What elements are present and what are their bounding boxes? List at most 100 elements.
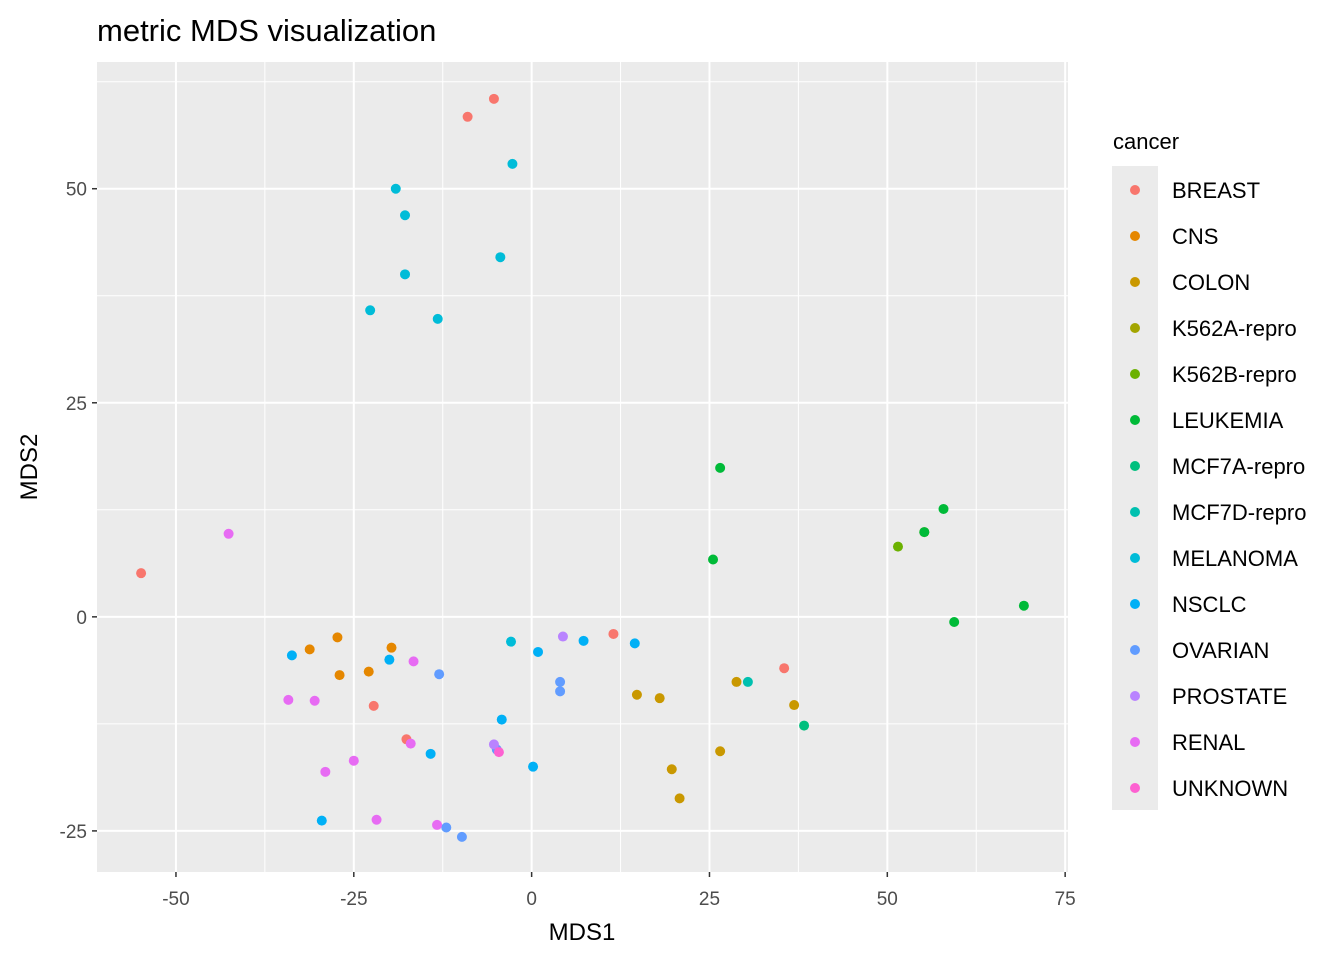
legend-label: K562A-repro — [1172, 316, 1297, 341]
point-prostate — [557, 631, 568, 642]
legend-key-unknown — [1130, 783, 1140, 793]
data-points — [136, 93, 1029, 842]
legend-key-prostate — [1130, 691, 1140, 701]
point-nsclc — [425, 748, 436, 759]
gridlines — [97, 62, 1068, 872]
point-renal — [309, 695, 320, 706]
legend-label: K562B-repro — [1172, 362, 1297, 387]
legend-label: MCF7A-repro — [1172, 454, 1305, 479]
y-tick-label: 0 — [76, 608, 87, 629]
legend: cancer BREAST CNS COLON K562A-repro K562B-re… — [1112, 129, 1306, 810]
point-melanoma — [495, 252, 506, 263]
legend-key-k562b-repro — [1130, 369, 1140, 379]
point-unknown — [493, 747, 504, 758]
point-breast — [368, 700, 379, 711]
chart-title: metric MDS visualization — [97, 13, 436, 48]
legend-key-breast — [1130, 185, 1140, 195]
x-tick-label: 50 — [877, 889, 898, 910]
point-melanoma — [400, 269, 411, 280]
point-renal — [320, 766, 331, 777]
x-tick-label: -50 — [162, 889, 189, 910]
point-prostate — [488, 739, 499, 750]
point-melanoma — [365, 305, 376, 316]
point-nsclc — [528, 761, 539, 772]
y-tick-label: 25 — [66, 394, 87, 415]
point-leukemia — [938, 503, 949, 514]
point-cns — [332, 632, 343, 643]
legend-label: CNS — [1172, 224, 1218, 249]
y-tick-label: 50 — [66, 180, 87, 201]
legend-key-melanoma — [1130, 553, 1140, 563]
point-colon — [654, 693, 665, 704]
y-axis-label: MDS2 — [16, 434, 43, 501]
point-colon — [789, 700, 800, 711]
x-axis-ticks: -50 -25 0 25 50 75 — [162, 872, 1076, 910]
point-nsclc — [496, 714, 507, 725]
point-nsclc — [316, 815, 327, 826]
x-tick-label: 25 — [699, 889, 720, 910]
point-leukemia — [715, 462, 726, 473]
legend-label: LEUKEMIA — [1172, 408, 1284, 433]
point-renal — [348, 755, 359, 766]
point-nsclc — [578, 635, 589, 646]
point-renal — [283, 694, 294, 705]
legend-label: COLON — [1172, 270, 1250, 295]
point-leukemia — [1018, 600, 1029, 611]
point-ovarian — [434, 669, 445, 680]
point-renal — [432, 819, 443, 830]
point-melanoma — [507, 158, 518, 169]
legend-label: NSCLC — [1172, 592, 1247, 617]
legend-label: MELANOMA — [1172, 546, 1298, 571]
point-leukemia — [708, 554, 719, 565]
point-renal — [223, 528, 234, 539]
point-leukemia — [949, 616, 960, 627]
point-nsclc — [286, 650, 297, 661]
legend-key-ovarian — [1130, 645, 1140, 655]
legend-key-renal — [1130, 737, 1140, 747]
point-cns — [304, 644, 315, 655]
legend-label: PROSTATE — [1172, 684, 1287, 709]
plot-panel — [97, 62, 1068, 872]
point-melanoma — [506, 636, 517, 647]
point-melanoma — [432, 313, 443, 324]
legend-key-mcf7a-repro — [1130, 461, 1140, 471]
legend-label: UNKNOWN — [1172, 776, 1288, 801]
legend-label: BREAST — [1172, 178, 1260, 203]
point-renal — [408, 656, 419, 667]
legend-key-mcf7d-repro — [1130, 507, 1140, 517]
point-nsclc — [629, 638, 640, 649]
point-k562b-repro — [892, 541, 903, 552]
x-tick-label: 75 — [1055, 889, 1076, 910]
point-breast — [488, 93, 499, 104]
point-colon — [731, 676, 742, 687]
x-tick-label: 0 — [526, 889, 537, 910]
point-colon — [715, 746, 726, 757]
point-mcf7a-repro — [799, 720, 810, 731]
y-tick-label: -25 — [60, 822, 87, 843]
point-breast — [136, 568, 147, 579]
legend-key-leukemia — [1130, 415, 1140, 425]
legend-label: OVARIAN — [1172, 638, 1269, 663]
point-mcf7d-repro — [742, 676, 753, 687]
point-melanoma — [400, 210, 411, 221]
point-breast — [608, 628, 619, 639]
point-cns — [386, 642, 397, 653]
point-renal — [405, 738, 416, 749]
legend-key-nsclc — [1130, 599, 1140, 609]
point-ovarian — [555, 676, 566, 687]
point-ovarian — [456, 831, 467, 842]
legend-key-k562a-repro — [1130, 323, 1140, 333]
point-cns — [334, 670, 345, 681]
point-melanoma — [390, 183, 401, 194]
x-axis-label: MDS1 — [549, 919, 616, 946]
legend-key-cns — [1130, 231, 1140, 241]
point-breast — [462, 111, 473, 122]
legend-key-colon — [1130, 277, 1140, 287]
point-colon — [674, 793, 685, 804]
point-nsclc — [533, 646, 544, 657]
point-nsclc — [384, 654, 395, 665]
legend-title: cancer — [1113, 129, 1179, 154]
point-breast — [779, 663, 790, 674]
legend-label: RENAL — [1172, 730, 1245, 755]
